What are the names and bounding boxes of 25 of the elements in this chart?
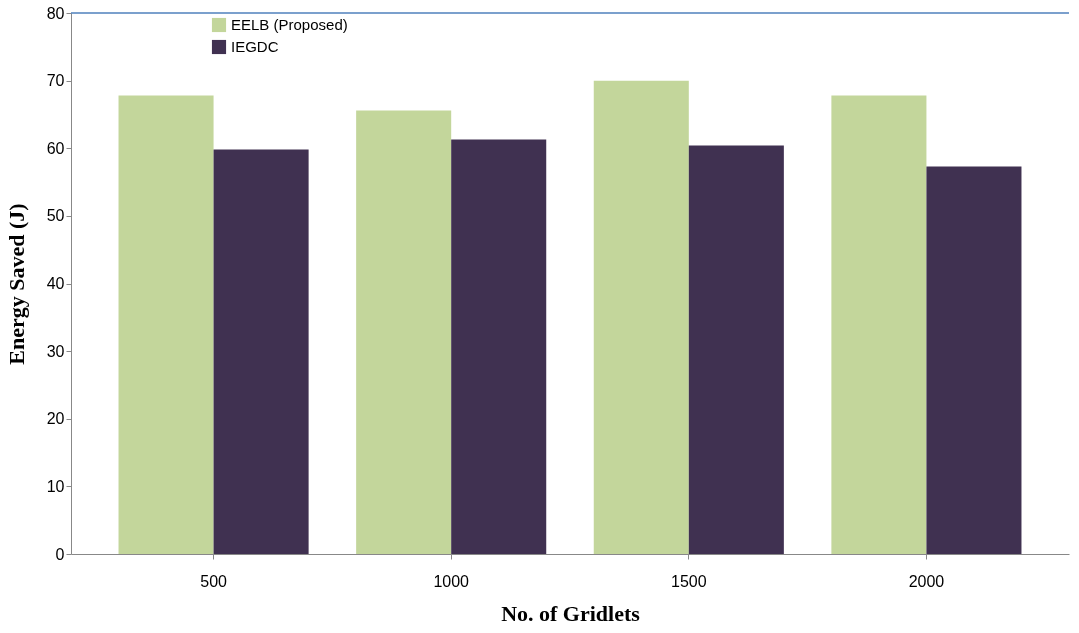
y-tick-label: 80 xyxy=(46,4,65,22)
bar xyxy=(356,110,452,554)
bar xyxy=(213,149,309,554)
x-tick-label: 500 xyxy=(200,572,228,590)
y-tick-label: 60 xyxy=(46,139,65,157)
y-tick-label: 20 xyxy=(46,410,65,428)
bar xyxy=(593,80,689,554)
y-axis-title: Energy Saved (J) xyxy=(3,203,29,365)
y-tick-label: 40 xyxy=(46,275,65,292)
y-tick-label: 10 xyxy=(46,477,65,495)
x-tick-label: 1500 xyxy=(671,572,707,590)
bar xyxy=(831,95,927,554)
legend-label: EELB (Proposed) xyxy=(231,16,348,33)
y-tick-label: 50 xyxy=(46,207,65,225)
bar xyxy=(451,139,547,554)
y-tick-label: 0 xyxy=(55,545,65,563)
legend-label: IEGDC xyxy=(231,38,279,55)
bar xyxy=(118,95,214,554)
y-tick-label: 70 xyxy=(46,72,65,90)
bar xyxy=(926,166,1022,554)
x-axis-title: No. of Gridlets xyxy=(501,600,641,626)
x-tick-label: 1000 xyxy=(433,572,470,590)
bar xyxy=(688,145,784,554)
x-tick-label: 2000 xyxy=(908,572,945,590)
y-tick-label: 30 xyxy=(46,342,65,360)
